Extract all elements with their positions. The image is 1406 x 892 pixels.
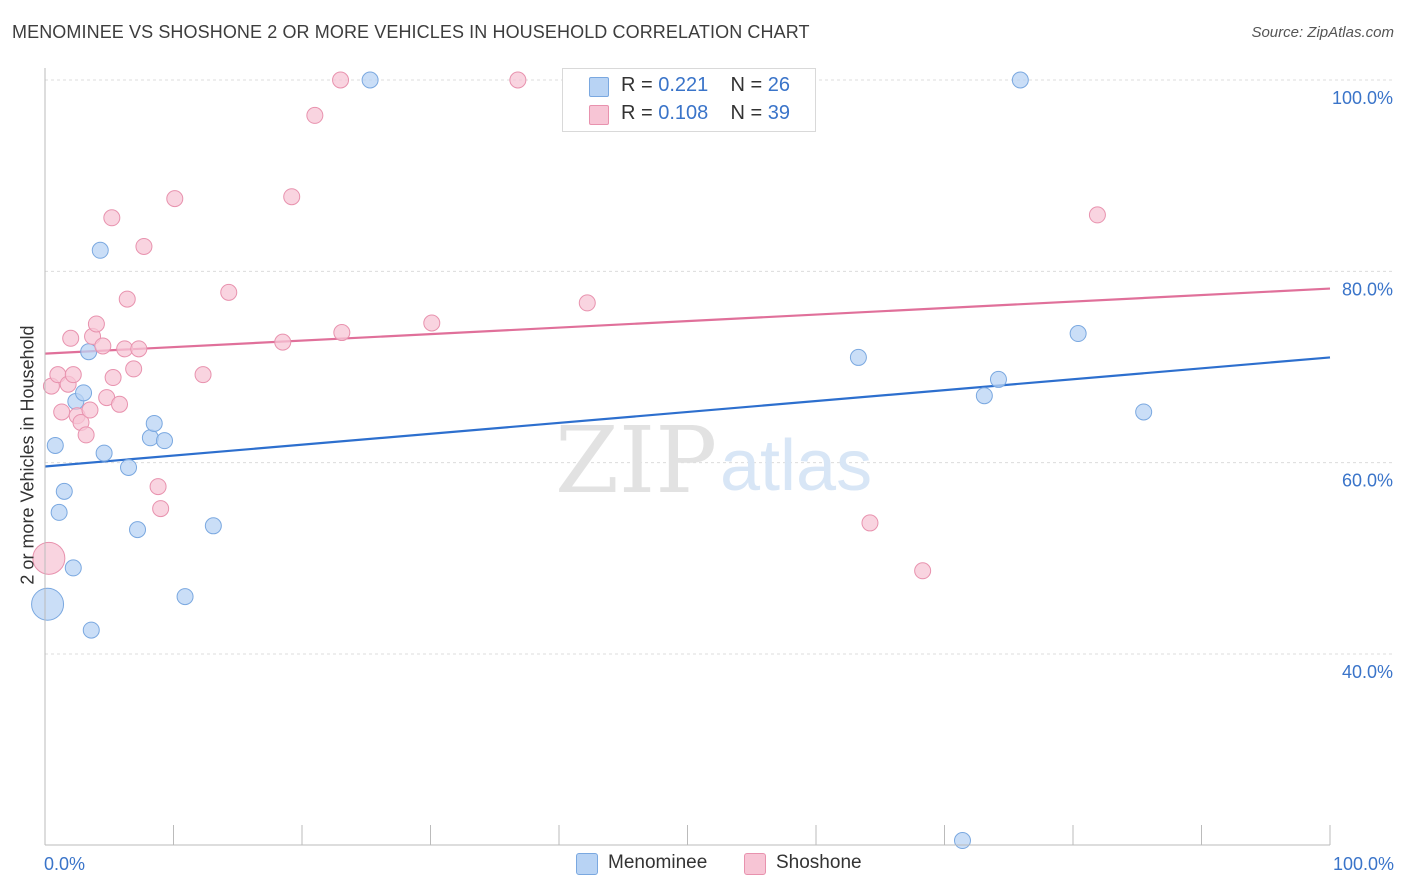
legend-swatch-menominee: [589, 77, 609, 97]
point-menominee: [55, 482, 73, 500]
y-tick-label: 80.0%: [1342, 279, 1393, 299]
point-shoshone: [130, 340, 148, 358]
point-menominee: [46, 436, 64, 454]
point-shoshone: [509, 71, 527, 89]
point-shoshone: [103, 209, 121, 227]
point-shoshone: [152, 500, 170, 518]
x-tick-label: 100.0%: [1333, 854, 1394, 874]
point-shoshone: [64, 366, 82, 384]
point-menominee: [989, 370, 1007, 388]
point-shoshone: [861, 514, 879, 532]
bottom-legend-swatch-shoshone: [744, 853, 766, 875]
r-value: 0.108: [658, 102, 709, 124]
y-axis-label: 2 or more Vehicles in Household: [17, 325, 38, 585]
point-shoshone: [220, 283, 238, 301]
r-label: R =: [621, 102, 659, 124]
point-shoshone: [94, 337, 112, 355]
point-shoshone: [125, 360, 143, 378]
legend-stats-menominee: R = 0.221 N = 26: [621, 74, 790, 97]
n-label: N =: [730, 102, 768, 124]
point-shoshone: [166, 190, 184, 208]
legend-stats-shoshone: R = 0.108 N = 39: [621, 102, 790, 125]
point-shoshone: [1088, 206, 1106, 224]
y-tick-label: 60.0%: [1342, 471, 1393, 491]
point-menominee: [80, 343, 98, 361]
point-menominee: [95, 444, 113, 462]
point-menominee: [849, 348, 867, 366]
point-menominee: [156, 432, 174, 450]
point-shoshone: [423, 314, 441, 332]
n-value: 39: [767, 102, 791, 124]
point-menominee: [120, 458, 138, 476]
point-shoshone: [62, 329, 80, 347]
point-shoshone: [87, 315, 105, 333]
bottom-legend-label-shoshone: Shoshone: [776, 852, 862, 873]
point-shoshone: [914, 562, 932, 580]
point-menominee: [31, 587, 65, 621]
watermark: ZIP atlas: [555, 407, 872, 514]
point-menominee: [75, 384, 93, 402]
point-shoshone: [274, 333, 292, 351]
r-value: 0.221: [658, 74, 709, 96]
point-shoshone: [306, 106, 324, 124]
point-menominee: [82, 621, 100, 639]
point-shoshone: [53, 403, 71, 421]
point-shoshone: [81, 401, 99, 419]
point-menominee: [145, 414, 163, 432]
point-menominee: [1069, 325, 1087, 343]
point-menominee: [129, 521, 147, 539]
watermark-zip: ZIP: [555, 407, 717, 514]
point-menominee: [975, 387, 993, 405]
point-menominee: [91, 241, 109, 259]
point-shoshone: [578, 294, 596, 312]
source-label: Source: ZipAtlas.com: [1251, 24, 1394, 41]
point-menominee: [1011, 71, 1029, 89]
point-shoshone: [116, 340, 134, 358]
legend-swatch-shoshone: [589, 105, 609, 125]
trend-lines: [44, 287, 1331, 468]
point-shoshone: [333, 324, 351, 342]
point-shoshone: [32, 541, 66, 575]
bottom-legend-label-menominee: Menominee: [608, 852, 708, 873]
point-menominee: [1135, 403, 1153, 421]
n-label: N =: [730, 74, 768, 96]
point-shoshone: [118, 290, 136, 308]
point-shoshone: [194, 366, 212, 384]
trend-line-menominee: [44, 356, 1331, 468]
point-shoshone: [149, 478, 167, 496]
r-label: R =: [621, 74, 659, 96]
point-shoshone: [332, 71, 350, 89]
trend-line-shoshone: [44, 287, 1331, 355]
point-menominee: [50, 503, 68, 521]
point-shoshone: [111, 395, 129, 413]
point-menominee: [141, 429, 159, 447]
point-menominee: [204, 517, 222, 535]
y-tick-label: 100.0%: [1332, 88, 1393, 108]
point-shoshone: [283, 188, 301, 206]
point-menominee: [361, 71, 379, 89]
point-shoshone: [77, 426, 95, 444]
x-tick-label: 0.0%: [44, 854, 85, 874]
y-tick-label: 40.0%: [1342, 662, 1393, 682]
axes: 0.0% 100.0%: [44, 68, 1394, 874]
grid-layer: 40.0% 60.0% 80.0% 100.0%: [45, 79, 1394, 682]
point-shoshone: [135, 237, 153, 255]
point-menominee: [953, 832, 971, 850]
n-value: 26: [767, 74, 791, 96]
point-shoshone: [104, 369, 122, 387]
correlation-legend: R = 0.221 N = 26 R = 0.108 N = 39: [562, 68, 816, 132]
point-menominee: [176, 588, 194, 606]
data-points: [31, 71, 1153, 850]
chart-title: MENOMINEE VS SHOSHONE 2 OR MORE VEHICLES…: [12, 22, 810, 42]
watermark-atlas: atlas: [720, 426, 872, 506]
bottom-legend-swatch-menominee: [576, 853, 598, 875]
point-menominee: [64, 559, 82, 577]
